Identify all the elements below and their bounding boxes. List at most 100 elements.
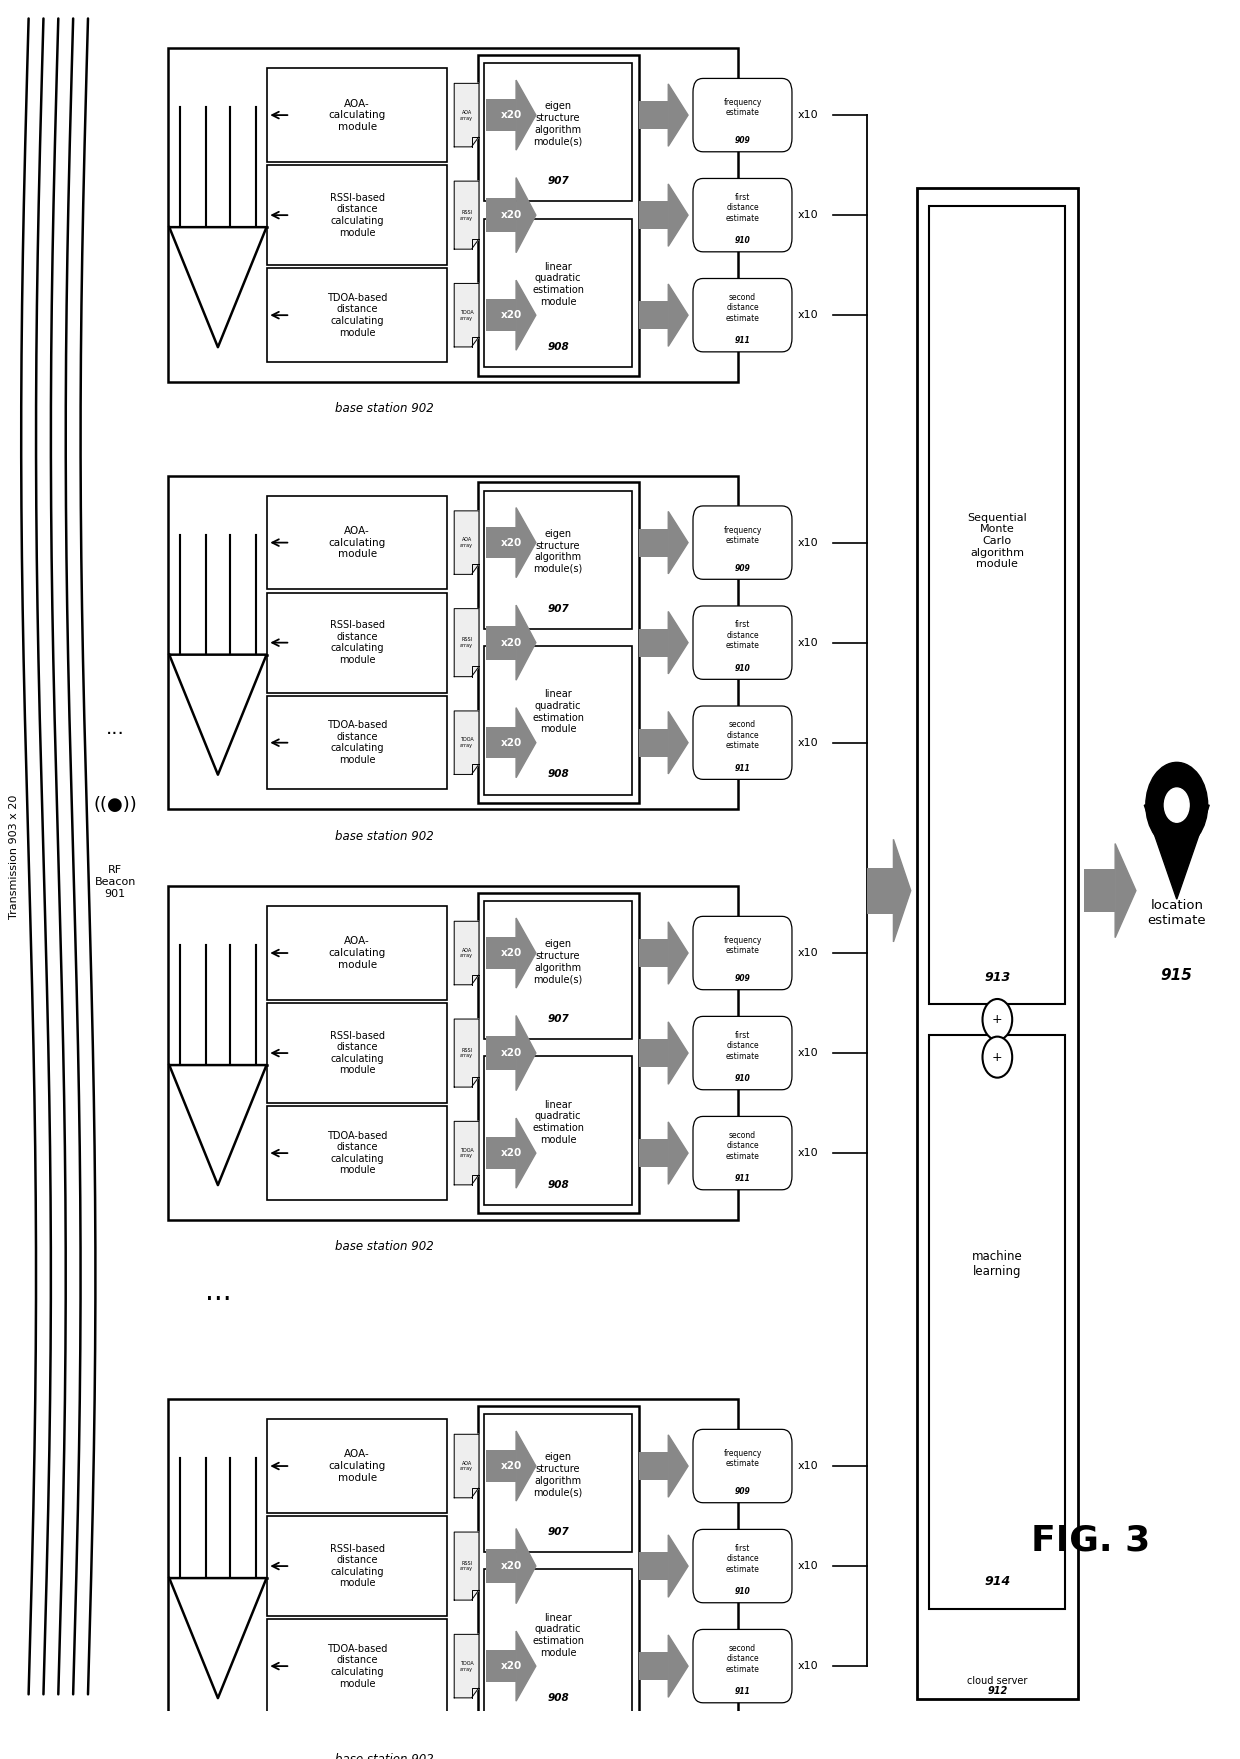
Bar	[169, 887, 738, 1219]
Bar	[639, 1451, 668, 1479]
Text: 907: 907	[547, 603, 569, 614]
FancyBboxPatch shape	[693, 705, 792, 779]
Text: first
distance
estimate: first distance estimate	[725, 1031, 759, 1061]
Bar	[268, 1420, 446, 1513]
Text: base station 902: base station 902	[335, 1240, 434, 1254]
Text: x10: x10	[799, 1149, 818, 1157]
Polygon shape	[454, 83, 479, 146]
Polygon shape	[668, 612, 688, 674]
Text: 908: 908	[547, 341, 569, 352]
Polygon shape	[516, 280, 536, 350]
Bar	[268, 1003, 446, 1103]
Polygon shape	[516, 1631, 536, 1701]
Bar	[486, 1449, 516, 1481]
Text: x20: x20	[501, 310, 522, 320]
Text: 914: 914	[985, 1576, 1011, 1588]
Text: 907: 907	[547, 176, 569, 186]
Text: second
distance
estimate: second distance estimate	[725, 294, 759, 322]
FancyBboxPatch shape	[693, 1430, 792, 1502]
Text: x10: x10	[799, 310, 818, 320]
Text: +: +	[992, 1013, 1003, 1025]
Bar	[639, 201, 668, 229]
Polygon shape	[668, 922, 688, 985]
Text: TDOA-based
distance
calculating
module: TDOA-based distance calculating module	[327, 719, 387, 765]
Text: 910: 910	[734, 236, 750, 245]
Bar	[486, 528, 516, 558]
Text: ...: ...	[205, 1279, 231, 1307]
Text: TDOA
array: TDOA array	[460, 1660, 474, 1671]
Bar	[639, 628, 668, 656]
Polygon shape	[894, 839, 910, 941]
Text: AOA
array: AOA array	[460, 109, 474, 121]
Text: eigen
structure
algorithm
module(s): eigen structure algorithm module(s)	[533, 102, 583, 146]
Text: RSSI-based
distance
calculating
module: RSSI-based distance calculating module	[330, 1031, 384, 1075]
Text: TDOA-based
distance
calculating
module: TDOA-based distance calculating module	[327, 292, 387, 338]
Bar	[477, 892, 639, 1214]
Bar	[484, 63, 632, 202]
Polygon shape	[454, 1018, 479, 1087]
Text: RSSI-based
distance
calculating
module: RSSI-based distance calculating module	[330, 1544, 384, 1588]
Bar	[484, 1414, 632, 1553]
Bar	[929, 206, 1065, 1004]
Text: FIG. 3: FIG. 3	[1030, 1523, 1149, 1557]
Text: x20: x20	[501, 209, 522, 220]
Bar	[268, 1106, 446, 1200]
Text: TDOA-based
distance
calculating
module: TDOA-based distance calculating module	[327, 1643, 387, 1689]
Polygon shape	[516, 918, 536, 989]
Text: first
distance
estimate: first distance estimate	[725, 193, 759, 223]
Polygon shape	[516, 1015, 536, 1091]
Bar	[486, 726, 516, 758]
FancyBboxPatch shape	[693, 278, 792, 352]
Text: 915: 915	[1161, 967, 1193, 983]
Text: 909: 909	[734, 1486, 750, 1497]
Bar	[484, 491, 632, 630]
Text: ((●)): ((●))	[93, 797, 138, 814]
Bar	[169, 49, 738, 382]
Text: 910: 910	[734, 1587, 750, 1595]
Bar	[477, 482, 639, 804]
Circle shape	[982, 999, 1012, 1040]
Bar	[484, 646, 632, 795]
FancyBboxPatch shape	[693, 916, 792, 990]
Text: TDOA
array: TDOA array	[460, 737, 474, 748]
FancyBboxPatch shape	[693, 178, 792, 252]
Text: linear
quadratic
estimation
module: linear quadratic estimation module	[532, 262, 584, 306]
Text: RSSI-based
distance
calculating
module: RSSI-based distance calculating module	[330, 621, 384, 665]
Bar	[916, 188, 1078, 1699]
Text: x20: x20	[501, 1149, 522, 1157]
Polygon shape	[516, 1432, 536, 1500]
Text: AOA-
calculating
module: AOA- calculating module	[329, 1449, 386, 1483]
Bar	[268, 593, 446, 693]
Text: AOA
array: AOA array	[460, 1460, 474, 1472]
Polygon shape	[454, 283, 479, 347]
Polygon shape	[1115, 844, 1136, 938]
Text: RSSI
array: RSSI array	[460, 1560, 474, 1571]
Text: x20: x20	[501, 639, 522, 647]
Polygon shape	[668, 283, 688, 347]
Text: 910: 910	[734, 663, 750, 674]
Text: x20: x20	[501, 948, 522, 959]
Text: first
distance
estimate: first distance estimate	[725, 1544, 759, 1574]
Text: 911: 911	[734, 1687, 750, 1696]
Text: x10: x10	[799, 1660, 818, 1671]
Text: frequency
estimate: frequency estimate	[723, 526, 761, 545]
Polygon shape	[668, 512, 688, 573]
FancyBboxPatch shape	[693, 507, 792, 579]
Polygon shape	[454, 711, 479, 774]
Text: 907: 907	[547, 1527, 569, 1537]
Circle shape	[1146, 762, 1208, 848]
Bar	[639, 1652, 668, 1680]
Text: 910: 910	[734, 1075, 750, 1084]
Text: x20: x20	[501, 538, 522, 547]
Text: x10: x10	[799, 1048, 818, 1059]
Bar	[486, 1650, 516, 1682]
Bar	[268, 269, 446, 362]
Polygon shape	[454, 1634, 479, 1697]
Text: +: +	[992, 1050, 1003, 1064]
Text: TDOA
array: TDOA array	[460, 310, 474, 320]
Text: x20: x20	[501, 1048, 522, 1059]
Text: x10: x10	[799, 538, 818, 547]
Text: TDOA
array: TDOA array	[460, 1147, 474, 1159]
Bar	[484, 1057, 632, 1205]
Polygon shape	[668, 1022, 688, 1084]
